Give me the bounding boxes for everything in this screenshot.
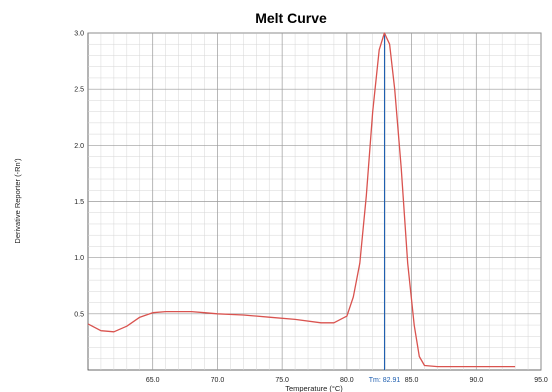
x-tick-label: 85.0 xyxy=(405,377,419,384)
y-tick-label: 3.0 xyxy=(74,31,84,38)
chart-marks: Tm: 82.91 xyxy=(87,32,516,384)
chart-title: Melt Curve xyxy=(255,10,327,26)
x-tick-label: 80.0 xyxy=(340,377,354,384)
y-tick-label: 2.5 xyxy=(74,87,84,94)
melt-curve-line xyxy=(87,32,516,368)
x-tick-label: 95.0 xyxy=(534,377,548,384)
y-axis-label: Derivative Reporter (-Rn') xyxy=(13,158,22,244)
tm-label: Tm: 82.91 xyxy=(369,377,401,384)
x-tick-label: 75.0 xyxy=(275,377,289,384)
y-tick-label: 1.0 xyxy=(74,255,84,262)
y-tick-label: 2.0 xyxy=(74,143,84,150)
x-tick-label: 65.0 xyxy=(146,377,160,384)
tick-labels: 65.0 70.0 75.0 80.0 85.0 90.0 95.0 0.5 1.0 1.5 2.0… xyxy=(74,31,548,385)
y-tick-label: 0.5 xyxy=(74,311,84,318)
x-tick-label: 70.0 xyxy=(211,377,225,384)
x-axis-label: Temperature (°C) xyxy=(285,384,343,392)
y-tick-label: 1.5 xyxy=(74,199,84,206)
x-tick-label: 90.0 xyxy=(469,377,483,384)
